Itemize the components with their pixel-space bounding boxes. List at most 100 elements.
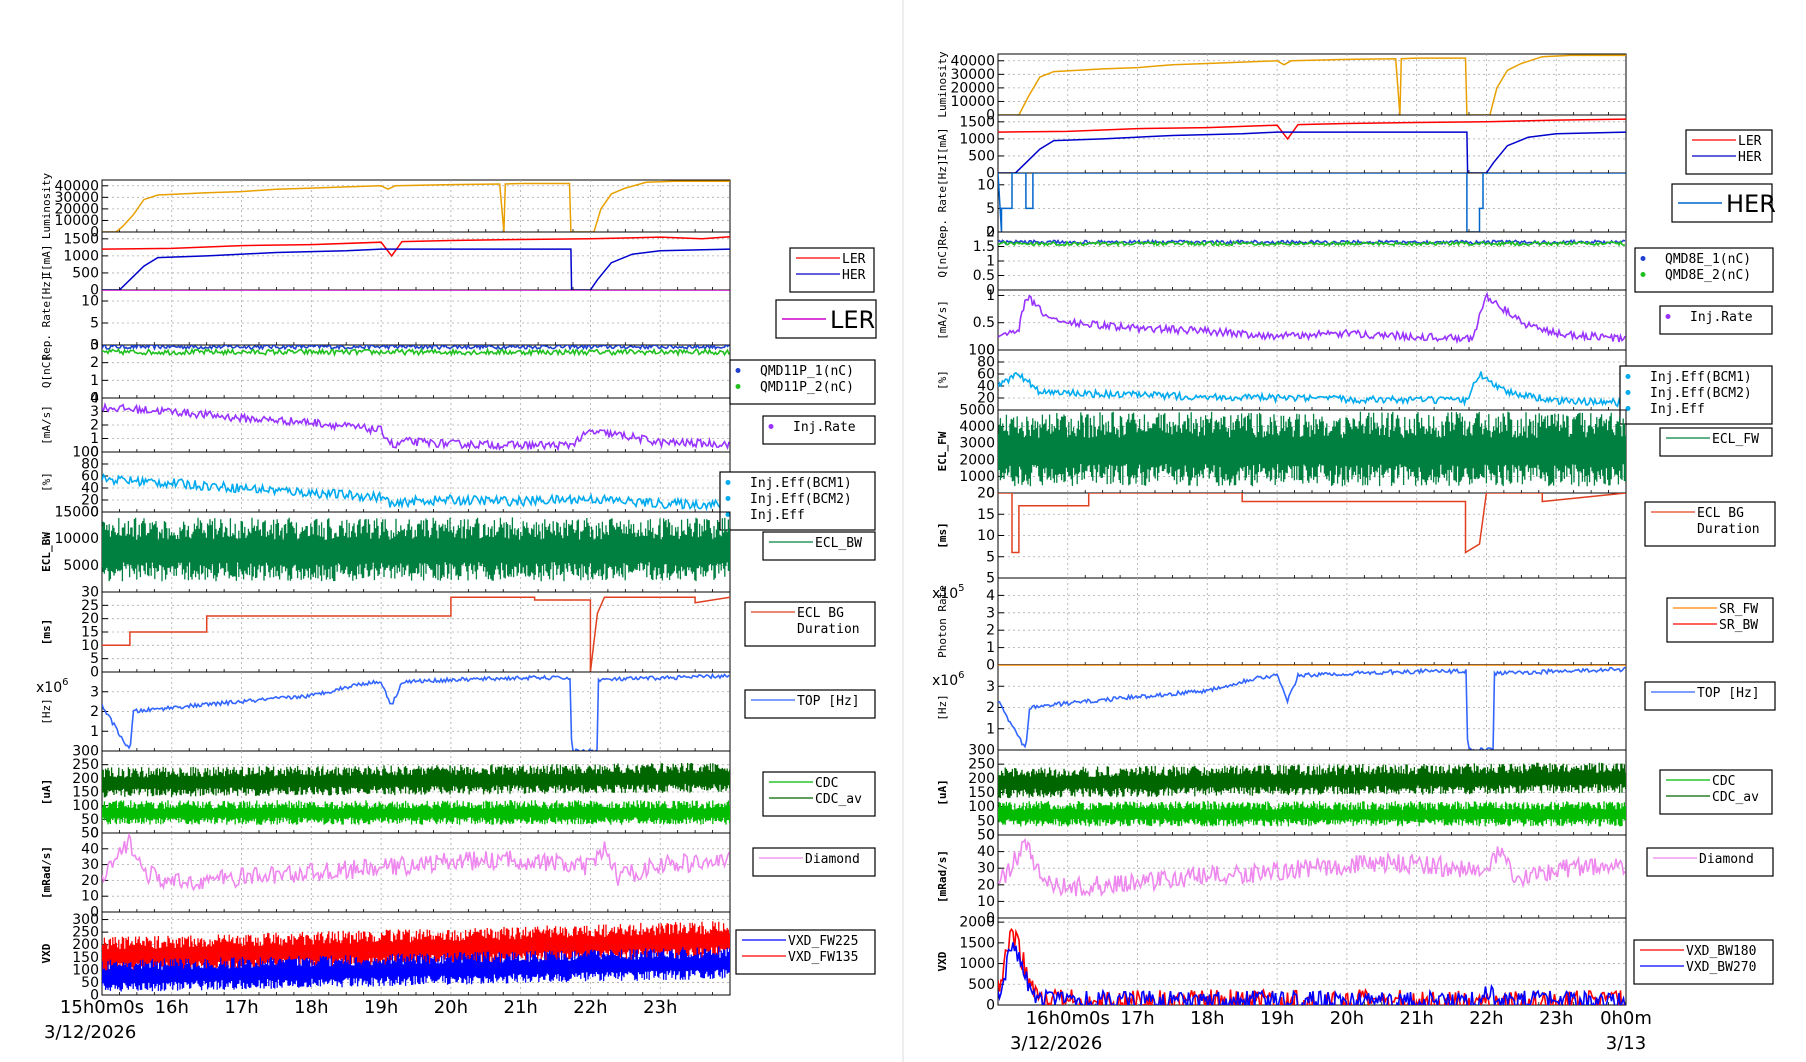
y-tick-label: 100	[968, 343, 995, 359]
y-tick-label: 200	[968, 771, 995, 787]
series-group	[102, 763, 730, 825]
legend-marker	[735, 368, 741, 373]
y-multiplier: x105	[932, 583, 964, 602]
y-tick-label: 10	[977, 894, 995, 910]
legend-box	[1659, 769, 1773, 815]
legend: Inj.Rate	[1659, 305, 1773, 335]
y-tick-label: 200	[72, 937, 99, 953]
legend-box	[735, 929, 876, 975]
x-tick-label: 16h	[155, 997, 189, 1018]
y-tick-label: 10000	[54, 531, 99, 547]
legend-label: HER	[1738, 150, 1762, 165]
series-group	[998, 238, 1626, 248]
y-tick-label: 10	[81, 889, 99, 905]
series-cdc-av	[998, 762, 1626, 799]
legend-box	[762, 771, 876, 817]
y-tick-label: 3	[90, 404, 99, 420]
legend: Inj.Eff(BCM1)Inj.Eff(BCM2)Inj.Eff	[719, 471, 876, 531]
legend-box	[1659, 305, 1773, 335]
panel-rep_rate: 0 5 10 Rep. Rate[Hz] HER	[936, 159, 1776, 245]
x-tick-label: 22h	[573, 997, 607, 1018]
y-tick-label: 20	[977, 486, 995, 502]
y-tick-label: 250	[968, 757, 995, 773]
legend: HER	[1671, 183, 1776, 223]
y-tick-label: 0	[986, 283, 995, 299]
y-tick-label: 30000	[950, 67, 995, 83]
series-luminosity	[102, 180, 730, 232]
x-tick-label: 23h	[643, 997, 677, 1018]
legend-label: TOP [Hz]	[1697, 686, 1760, 701]
y-axis-label: I[mA]	[936, 127, 949, 160]
legend-label: TOP [Hz]	[797, 694, 860, 709]
legend-label: Inj.Eff(BCM2)	[1650, 386, 1752, 401]
series-group	[102, 833, 730, 892]
y-axis-label: Q[nC]	[40, 355, 53, 388]
legend-label: LER	[842, 252, 866, 267]
y-tick-label: 40	[977, 379, 995, 395]
y-tick-label: 0.5	[973, 268, 995, 284]
legend-label: VXD_FW135	[788, 950, 858, 965]
y-tick-label: 1500	[959, 935, 995, 951]
y-tick-label: 0.5	[973, 315, 995, 331]
legend-label: ECL_FW	[1712, 432, 1759, 447]
y-tick-label: 5000	[959, 403, 995, 419]
y-tick-label: 2	[986, 623, 995, 639]
legend-marker	[768, 424, 774, 429]
legend-label: Inj.Eff	[750, 508, 805, 523]
y-tick-label: 25	[81, 598, 99, 614]
panel-frame	[101, 179, 731, 233]
y-tick-label: 1	[90, 431, 99, 447]
y-tick-label: 2	[90, 355, 99, 371]
series-her	[102, 248, 730, 290]
y-tick-label: 0	[986, 998, 995, 1014]
y-tick-label: 100	[72, 962, 99, 978]
series-ecl-fw	[998, 411, 1626, 487]
y-axis-label: [ms]	[936, 522, 949, 549]
series-group	[998, 927, 1626, 1005]
legend-marker	[1665, 314, 1671, 319]
y-tick-label: 0	[90, 445, 99, 461]
x-tick-label: 17h	[1120, 1008, 1154, 1029]
y-tick-label: 30	[81, 585, 99, 601]
series-cdc	[998, 801, 1626, 827]
panel-top: 1 2 3 [Hz] x106 TOP [Hz]	[932, 664, 1776, 751]
x-tick-label: 21h	[1400, 1008, 1434, 1029]
y-axis-label: [Hz]	[936, 694, 949, 721]
legend-label: Diamond	[805, 852, 860, 867]
y-tick-label: 1	[986, 640, 995, 656]
y-tick-label: 0	[90, 905, 99, 921]
y-tick-label: 0	[90, 988, 99, 1004]
right-chart-stack: 010000200003000040000Luminosity050010001…	[932, 51, 1776, 1054]
y-axis-label: [uA]	[40, 779, 53, 806]
x-tick-label: 17h	[224, 997, 258, 1018]
legend-label: QMD11P_2(nC)	[760, 380, 854, 395]
y-multiplier-exponent: 5	[958, 583, 964, 594]
legend-label: CDC_av	[815, 792, 862, 807]
date-label: 3/12/2026	[44, 1022, 136, 1043]
y-tick-label: 1000	[959, 131, 995, 147]
y-tick-label: 10	[977, 177, 995, 193]
panel-charge: 00.511.52Q[nC] QMD8E_1(nC)QMD8E_2(nC)	[936, 225, 1774, 299]
series-cdc-av	[102, 763, 730, 798]
y-tick-label: 0	[90, 505, 99, 521]
legend-label: CDC	[1712, 774, 1735, 789]
legend-label: VXD_BW180	[1686, 944, 1756, 959]
y-tick-label: 5	[986, 571, 995, 587]
series-group	[102, 401, 730, 452]
legend: QMD8E_1(nC)QMD8E_2(nC)	[1634, 247, 1774, 293]
legend-box	[1666, 597, 1774, 643]
series-inj-rate	[102, 401, 730, 452]
panel-frame	[997, 172, 1627, 233]
y-tick-label: 50	[81, 826, 99, 842]
y-tick-label: 0	[986, 225, 995, 241]
y-tick-label: 100	[72, 445, 99, 461]
y-tick-label: 80	[977, 355, 995, 371]
y-axis-label: [uA]	[936, 779, 949, 806]
y-tick-label: 100	[72, 798, 99, 814]
